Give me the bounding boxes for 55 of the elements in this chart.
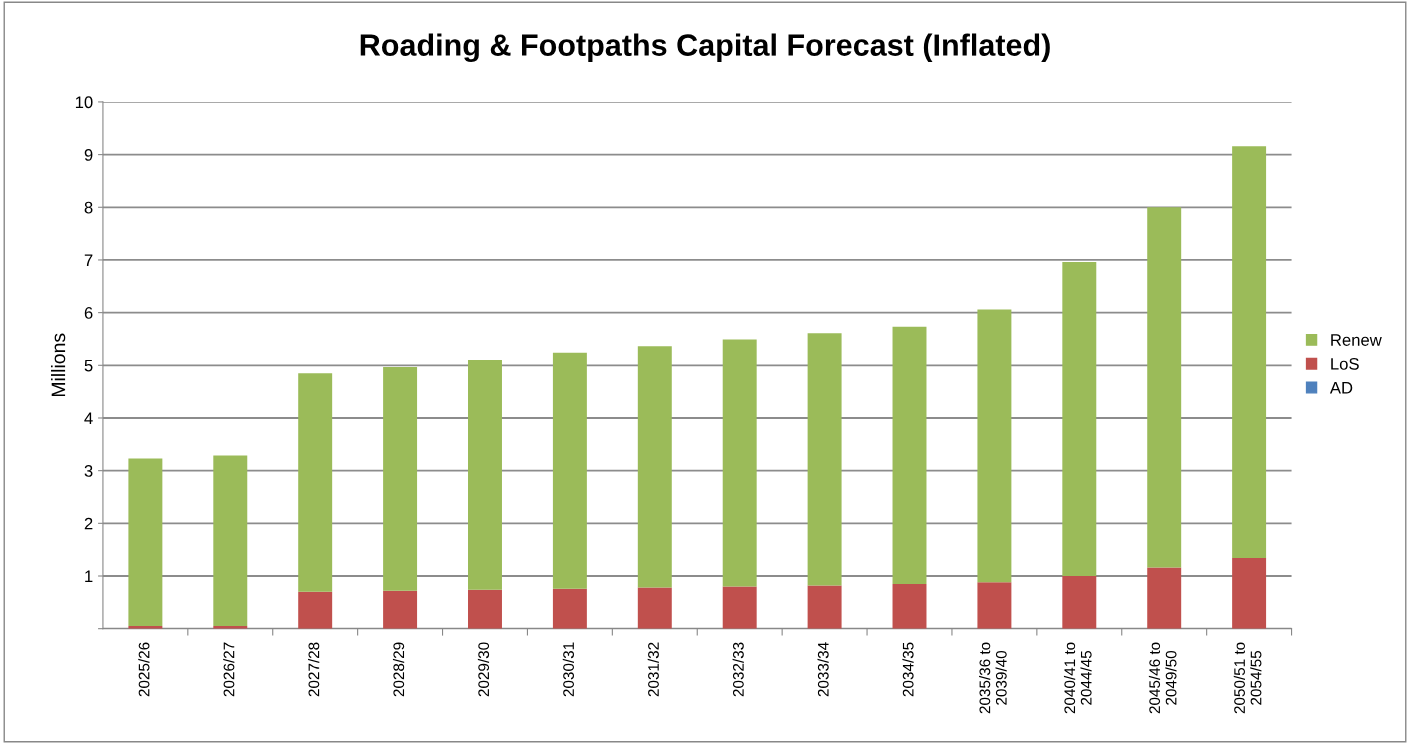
y-tick-label: 10 <box>75 96 93 109</box>
bar <box>468 589 502 629</box>
bar <box>977 582 1012 629</box>
bar <box>892 583 927 629</box>
y-tick-label: 3 <box>84 465 93 477</box>
bar <box>298 591 333 629</box>
y-tick-label: 6 <box>84 307 93 319</box>
bar <box>637 346 672 588</box>
x-tick-label: 2031/32 <box>647 642 659 697</box>
bar <box>552 352 587 589</box>
x-tick-label: 2028/29 <box>392 642 405 697</box>
y-tick-label: 8 <box>84 201 93 214</box>
x-tick-label: 2034/35 <box>902 642 914 697</box>
legend-label: LoS <box>1331 357 1359 370</box>
bar <box>637 587 672 629</box>
x-tick-label: 2035/36 to 2039/40 <box>979 642 1007 714</box>
bar <box>892 326 927 584</box>
bar <box>468 360 502 590</box>
y-tick-label: 4 <box>84 412 93 425</box>
chart-title: Roading & Footpaths Capital Forecast (Inflated) <box>360 33 1050 63</box>
x-tick-label: 2045/46 to 2049/50 <box>1148 642 1177 714</box>
bar <box>383 590 418 629</box>
y-axis-title: Millions <box>50 333 66 397</box>
x-tick-label: 2030/31 <box>562 642 574 697</box>
bar <box>1062 262 1097 576</box>
bar <box>722 586 757 629</box>
x-tick-label: 2027/28 <box>308 642 320 697</box>
y-tick-label: 2 <box>84 517 93 530</box>
bar <box>213 455 248 627</box>
y-tick-label: 5 <box>84 359 93 372</box>
y-tick-label: 7 <box>84 254 93 266</box>
bar <box>1232 558 1267 629</box>
bar <box>1147 567 1182 629</box>
y-tick-label: 9 <box>84 149 93 161</box>
x-tick-label: 2029/30 <box>477 642 490 697</box>
legend-label: AD <box>1329 382 1353 394</box>
bar <box>977 309 1012 583</box>
legend-label: Renew <box>1331 334 1382 346</box>
bar <box>1232 146 1267 559</box>
y-tick-label: 1 <box>85 570 93 583</box>
bar <box>1062 576 1097 629</box>
bar <box>128 458 163 627</box>
x-tick-label: 2033/34 <box>817 642 829 697</box>
x-tick-label: 2025/26 <box>138 642 150 697</box>
bar <box>552 588 587 629</box>
bar <box>722 339 757 587</box>
bar <box>807 585 842 629</box>
x-tick-label: 2040/41 to 2044/45 <box>1063 642 1092 714</box>
x-tick-label: 2050/51 to 2054/55 <box>1233 642 1262 714</box>
bar <box>383 366 418 591</box>
bar <box>1147 207 1182 568</box>
bar <box>298 373 333 592</box>
x-tick-label: 2032/33 <box>732 642 744 697</box>
x-tick-label: 2026/27 <box>223 642 235 697</box>
bar <box>807 333 842 586</box>
